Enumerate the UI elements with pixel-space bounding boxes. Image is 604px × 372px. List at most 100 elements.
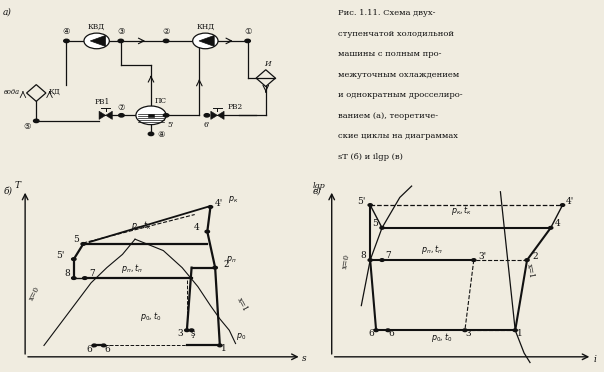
Text: ванием (а), теоретиче-: ванием (а), теоретиче-	[338, 112, 438, 120]
Text: КВД: КВД	[88, 23, 105, 31]
Text: РВ2: РВ2	[228, 103, 243, 111]
Circle shape	[472, 259, 476, 262]
Circle shape	[213, 266, 217, 269]
Text: $p_{п},t_{п}$: $p_{п},t_{п}$	[422, 243, 443, 256]
Circle shape	[368, 204, 372, 206]
Text: 3: 3	[177, 328, 183, 337]
Text: $p_{0}$: $p_{0}$	[236, 331, 246, 342]
Text: 8: 8	[360, 251, 366, 260]
Text: ş: ş	[191, 328, 196, 337]
Text: 8: 8	[64, 269, 69, 278]
Text: 5: 5	[371, 219, 378, 228]
Text: в): в)	[312, 186, 321, 195]
Text: 5': 5'	[358, 197, 366, 206]
Text: б): б)	[3, 186, 12, 195]
Circle shape	[374, 329, 378, 331]
Circle shape	[190, 329, 194, 331]
Text: lgp: lgp	[313, 182, 326, 190]
Text: 4: 4	[193, 223, 199, 232]
Text: а): а)	[3, 7, 12, 16]
Text: ⑦: ⑦	[118, 103, 125, 112]
Circle shape	[386, 329, 390, 331]
Circle shape	[208, 206, 213, 208]
Polygon shape	[211, 111, 224, 119]
Text: ②: ②	[162, 27, 170, 36]
Circle shape	[368, 259, 372, 262]
Text: ①: ①	[244, 27, 251, 36]
Text: 1: 1	[221, 344, 227, 353]
Text: 6: 6	[105, 344, 111, 353]
Circle shape	[380, 259, 384, 262]
Text: $p_{п},t_{п}$: $p_{п},t_{п}$	[121, 263, 143, 275]
Text: машины с полным про-: машины с полным про-	[338, 50, 441, 58]
Text: 3': 3'	[478, 252, 486, 261]
Text: 1: 1	[517, 329, 522, 338]
Text: x=1: x=1	[235, 296, 249, 313]
Text: $p_{к},t_{к}$: $p_{к},t_{к}$	[130, 219, 152, 232]
Text: 5': 5'	[168, 121, 174, 129]
Circle shape	[245, 39, 251, 42]
Text: 5': 5'	[57, 251, 65, 260]
Circle shape	[149, 132, 153, 136]
Text: ступенчатой холодильной: ступенчатой холодильной	[338, 30, 454, 38]
Text: x=0: x=0	[28, 285, 42, 302]
Circle shape	[548, 227, 553, 229]
Text: $p_{0},t_{0}$: $p_{0},t_{0}$	[431, 331, 452, 344]
Polygon shape	[199, 35, 214, 46]
Text: вода: вода	[4, 87, 20, 96]
Text: 4': 4'	[214, 199, 223, 208]
Circle shape	[185, 329, 189, 331]
Circle shape	[72, 258, 76, 260]
Circle shape	[205, 230, 210, 233]
Circle shape	[217, 344, 222, 347]
Text: ④: ④	[63, 27, 70, 36]
Circle shape	[525, 259, 529, 262]
Circle shape	[101, 344, 106, 347]
Circle shape	[204, 114, 210, 117]
Text: 6': 6'	[86, 344, 94, 353]
Text: ⑧: ⑧	[157, 130, 164, 140]
Text: i: i	[594, 355, 597, 363]
Text: s: s	[303, 354, 307, 363]
Text: межуточным охлаждением: межуточным охлаждением	[338, 71, 459, 79]
Text: КД: КД	[49, 87, 60, 96]
Text: ③: ③	[117, 27, 124, 36]
Text: и однократным дросселиро-: и однократным дросселиро-	[338, 91, 462, 99]
Text: 7: 7	[89, 269, 95, 278]
Circle shape	[463, 329, 467, 331]
Circle shape	[380, 227, 384, 229]
Text: 3: 3	[465, 329, 471, 338]
Polygon shape	[91, 35, 106, 46]
Text: 6: 6	[388, 329, 394, 338]
Text: 7: 7	[385, 251, 391, 260]
Circle shape	[561, 204, 565, 206]
Circle shape	[92, 344, 97, 347]
Circle shape	[164, 114, 169, 117]
Text: 4: 4	[554, 219, 560, 228]
Circle shape	[118, 39, 124, 42]
Text: x=0: x=0	[341, 253, 352, 270]
Circle shape	[513, 329, 517, 331]
Text: $p_{0},t_{0}$: $p_{0},t_{0}$	[140, 310, 161, 323]
Text: И: И	[264, 60, 271, 68]
Circle shape	[64, 39, 69, 42]
Circle shape	[72, 277, 76, 279]
Circle shape	[119, 114, 124, 117]
Circle shape	[84, 33, 109, 49]
FancyBboxPatch shape	[149, 113, 153, 117]
Circle shape	[81, 243, 85, 245]
Text: КНД: КНД	[196, 23, 214, 31]
Polygon shape	[99, 111, 112, 119]
Text: T: T	[14, 181, 21, 190]
Text: $p_{к}$: $p_{к}$	[228, 194, 238, 205]
Text: $p_{к},t_{к}$: $p_{к},t_{к}$	[451, 203, 472, 217]
Text: 4': 4'	[566, 197, 574, 206]
Circle shape	[164, 39, 169, 42]
Text: ⑤: ⑤	[24, 122, 31, 131]
Text: 6': 6'	[204, 121, 210, 129]
Circle shape	[34, 119, 39, 122]
Text: РВ1: РВ1	[95, 98, 111, 106]
Text: 2: 2	[532, 252, 538, 261]
Circle shape	[83, 277, 87, 279]
Circle shape	[193, 33, 218, 49]
